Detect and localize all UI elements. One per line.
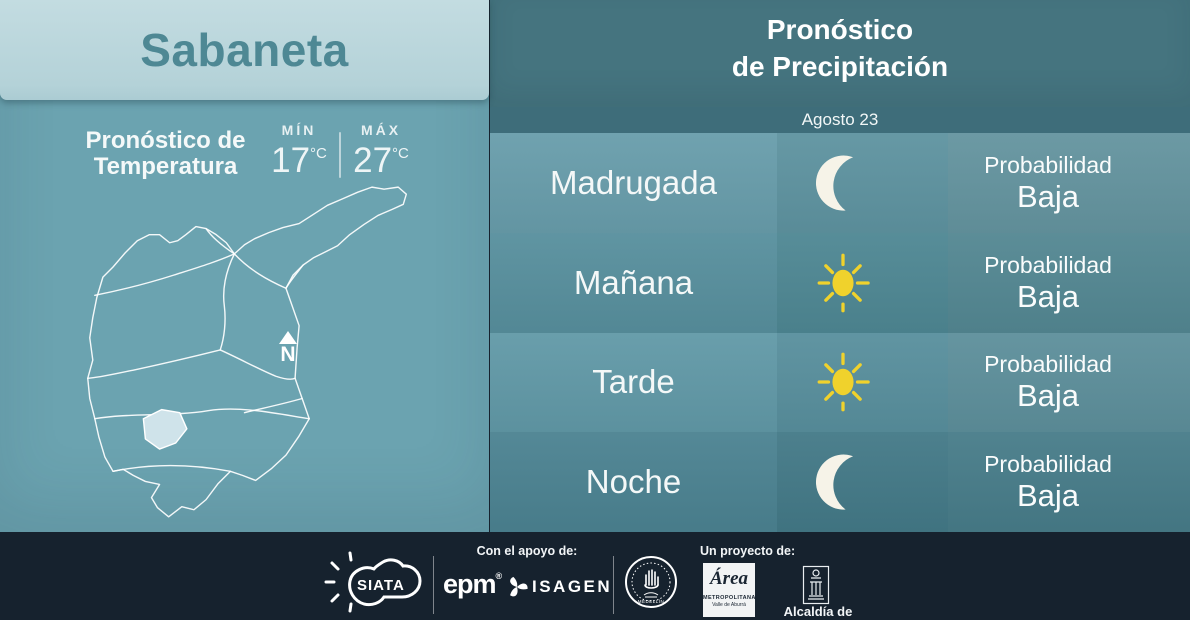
min-value: 17°C bbox=[267, 141, 331, 181]
period-label: Tarde bbox=[490, 332, 777, 433]
footer-divider bbox=[433, 556, 434, 614]
alcaldia-emblem bbox=[802, 565, 830, 610]
temperature-title-line2: Temperatura bbox=[93, 153, 238, 180]
north-arrow-icon bbox=[279, 331, 297, 344]
north-compass: N bbox=[272, 331, 304, 366]
period-label: Noche bbox=[490, 432, 777, 532]
table-row-tarde: Tarde Probabilidad Baja bbox=[490, 332, 1190, 433]
probability-label: Probabilidad bbox=[984, 351, 1112, 378]
map-sabaneta-highlight bbox=[142, 408, 188, 450]
map-inner-border-center bbox=[219, 253, 236, 351]
precipitation-title-line1: Pronóstico bbox=[766, 14, 914, 45]
map-inner-border-south-band-top bbox=[94, 408, 310, 420]
precipitation-panel: Pronóstico de Precipitación Agosto 23 Ma… bbox=[490, 0, 1190, 532]
map-inner-border-copacabana bbox=[285, 264, 304, 289]
alcaldia-wordmark: Alcaldía de Medellín bbox=[783, 604, 853, 620]
siata-logo: SIATA bbox=[320, 549, 435, 618]
area-metropolitana-logo: Área METROPOLITANA Valle de Aburrá bbox=[703, 563, 755, 617]
precipitation-title-line2: de Precipitación bbox=[731, 51, 949, 82]
table-row-manana: Mañana Probabilidad Baja bbox=[490, 232, 1190, 333]
map-inner-border-east-mid bbox=[219, 349, 296, 381]
project-label: Un proyecto de: bbox=[700, 544, 796, 558]
period-label: Mañana bbox=[490, 232, 777, 333]
max-value: 27°C bbox=[349, 141, 413, 181]
probability-cell: Probabilidad Baja bbox=[948, 133, 1190, 233]
probability-value: Baja bbox=[1016, 478, 1080, 514]
moon-icon bbox=[815, 454, 853, 510]
min-number: 17 bbox=[271, 141, 311, 180]
max-number: 27 bbox=[353, 141, 393, 180]
period-icon-cell bbox=[777, 432, 948, 532]
probability-label: Probabilidad bbox=[984, 451, 1112, 478]
probability-value: Baja bbox=[1016, 178, 1080, 214]
min-temperature: MÍN 17°C bbox=[267, 122, 331, 181]
map-inner-border-envigado bbox=[243, 397, 303, 414]
epm-logo: epm® bbox=[443, 569, 502, 600]
compass-label: N bbox=[280, 343, 296, 366]
table-row-noche: Noche Probabilidad Baja bbox=[490, 432, 1190, 532]
sun-icon bbox=[817, 253, 870, 312]
sun-icon bbox=[817, 353, 870, 412]
max-unit: °C bbox=[392, 145, 409, 162]
isagen-logo: ISAGEN bbox=[506, 576, 612, 598]
period-icon-cell bbox=[777, 133, 948, 233]
probability-cell: Probabilidad Baja bbox=[948, 432, 1190, 532]
precipitation-header: Pronóstico de Precipitación bbox=[490, 0, 1190, 107]
map-inner-border-bello bbox=[205, 227, 236, 255]
seal-label: MEDELLÍN bbox=[638, 598, 665, 604]
map-svg bbox=[87, 186, 408, 518]
temperature-title: Pronóstico de Temperatura bbox=[78, 122, 253, 180]
probability-label: Probabilidad bbox=[984, 251, 1112, 278]
probability-value: Baja bbox=[1016, 378, 1080, 414]
precipitation-rows: Madrugada Probabilidad Baja Mañana bbox=[490, 133, 1190, 532]
period-icon-cell bbox=[777, 332, 948, 433]
moon-icon bbox=[815, 155, 853, 211]
map-inner-border-north bbox=[94, 253, 236, 297]
footer-divider bbox=[613, 556, 614, 614]
map-inner-border-west-mid bbox=[87, 349, 221, 379]
temperature-forecast: Pronóstico de Temperatura MÍN 17°C MÁX 2… bbox=[78, 122, 418, 181]
isagen-wordmark: ISAGEN bbox=[532, 577, 613, 596]
min-unit: °C bbox=[310, 145, 327, 162]
support-label: Con el apoyo de: bbox=[476, 544, 578, 558]
city-banner: Sabaneta bbox=[0, 0, 489, 100]
area-metropolitana-text: METROPOLITANA bbox=[703, 595, 756, 601]
probability-cell: Probabilidad Baja bbox=[948, 232, 1190, 333]
siata-wordmark: SIATA bbox=[357, 577, 405, 594]
period-label: Madrugada bbox=[490, 133, 777, 233]
max-label: MÁX bbox=[360, 122, 402, 138]
map-inner-border-girardota bbox=[233, 253, 287, 289]
area-script-wordmark: Área bbox=[710, 568, 748, 589]
siata-sun-rays bbox=[324, 551, 353, 613]
table-row-madrugada: Madrugada Probabilidad Baja bbox=[490, 133, 1190, 233]
epm-registered-mark: ® bbox=[495, 571, 503, 581]
city-name: Sabaneta bbox=[140, 24, 349, 76]
medellin-seal-logo: MEDELLÍN bbox=[624, 555, 678, 614]
isagen-pinwheel-icon bbox=[510, 576, 528, 597]
area-valle-text: Valle de Aburrá bbox=[712, 602, 746, 608]
temperature-panel: N Pronóstico de Temperatura MÍN 17°C MÁX… bbox=[0, 0, 489, 532]
seal-hand bbox=[644, 569, 659, 589]
aburra-valley-map bbox=[72, 176, 417, 532]
siata-sun-cloud-outline bbox=[348, 558, 422, 607]
map-outer-boundary bbox=[87, 186, 408, 518]
period-icon-cell bbox=[777, 232, 948, 333]
forecast-date: Agosto 23 bbox=[490, 107, 1190, 133]
max-temperature: MÁX 27°C bbox=[349, 122, 413, 181]
temperature-title-line1: Pronóstico de bbox=[85, 127, 246, 154]
epm-wordmark: epm bbox=[443, 569, 497, 599]
min-max-divider bbox=[339, 132, 341, 178]
probability-value: Baja bbox=[1016, 278, 1080, 314]
probability-cell: Probabilidad Baja bbox=[948, 332, 1190, 433]
sponsor-footer: SIATA Con el apoyo de: epm® ISAGEN bbox=[0, 532, 1190, 620]
min-label: MÍN bbox=[281, 122, 317, 138]
probability-label: Probabilidad bbox=[984, 151, 1112, 178]
map-inner-border-south-band-bottom bbox=[112, 464, 232, 473]
